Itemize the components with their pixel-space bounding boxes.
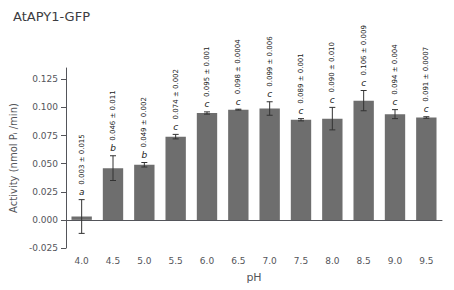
svg-text:5.0: 5.0 [137, 256, 152, 266]
svg-text:7.5: 7.5 [294, 256, 308, 266]
svg-text:8.5: 8.5 [357, 256, 371, 266]
svg-text:-0.025: -0.025 [29, 243, 58, 253]
svg-text:c: c [267, 89, 272, 99]
svg-text:b: b [141, 150, 147, 160]
svg-text:c: c [393, 97, 398, 107]
svg-text:0.100: 0.100 [32, 102, 58, 112]
svg-text:c: c [330, 95, 335, 105]
svg-text:0.049 ± 0.002: 0.049 ± 0.002 [140, 97, 148, 147]
svg-text:6.5: 6.5 [231, 256, 245, 266]
svg-text:6.0: 6.0 [200, 256, 215, 266]
svg-text:5.5: 5.5 [169, 256, 183, 266]
svg-text:4.5: 4.5 [106, 256, 120, 266]
svg-text:0.050: 0.050 [32, 159, 58, 169]
svg-text:0.074 ± 0.002: 0.074 ± 0.002 [172, 69, 180, 119]
svg-text:Activity (nmol Pᵢ /min): Activity (nmol Pᵢ /min) [8, 103, 19, 213]
svg-text:0.099 ± 0.006: 0.099 ± 0.006 [266, 36, 274, 87]
svg-text:b: b [110, 143, 116, 153]
svg-text:9.0: 9.0 [388, 256, 403, 266]
svg-text:c: c [205, 99, 210, 109]
svg-text:4.0: 4.0 [75, 256, 90, 266]
svg-text:8.0: 8.0 [325, 256, 340, 266]
svg-text:pH: pH [246, 271, 261, 284]
svg-text:a: a [79, 187, 85, 197]
svg-text:0.003 ± 0.015: 0.003 ± 0.015 [78, 134, 86, 184]
svg-text:0.090 ± 0.010: 0.090 ± 0.010 [328, 42, 336, 92]
svg-text:c: c [173, 122, 178, 132]
svg-text:0.098 ± 0.0004: 0.098 ± 0.0004 [234, 39, 242, 94]
svg-text:AtAPY1-GFP: AtAPY1-GFP [13, 9, 90, 24]
svg-text:0.025: 0.025 [32, 187, 58, 197]
svg-text:0.075: 0.075 [32, 131, 58, 141]
svg-text:0.089 ± 0.001: 0.089 ± 0.001 [297, 53, 305, 103]
svg-text:c: c [361, 78, 366, 88]
svg-text:0.125: 0.125 [32, 74, 58, 84]
svg-text:0.000: 0.000 [32, 215, 58, 225]
svg-text:0.091 ± 0.0007: 0.091 ± 0.0007 [422, 47, 430, 102]
svg-text:0.106 ± 0.009: 0.106 ± 0.009 [360, 25, 368, 75]
svg-text:0.094 ± 0.004: 0.094 ± 0.004 [391, 44, 399, 95]
svg-text:0.046 ± 0.011: 0.046 ± 0.011 [109, 90, 117, 140]
svg-text:9.5: 9.5 [419, 256, 433, 266]
svg-text:7.0: 7.0 [263, 256, 278, 266]
svg-text:c: c [424, 104, 429, 114]
svg-text:0.095 ± 0.001: 0.095 ± 0.001 [203, 46, 211, 96]
svg-text:c: c [299, 106, 304, 116]
svg-text:c: c [236, 97, 241, 107]
